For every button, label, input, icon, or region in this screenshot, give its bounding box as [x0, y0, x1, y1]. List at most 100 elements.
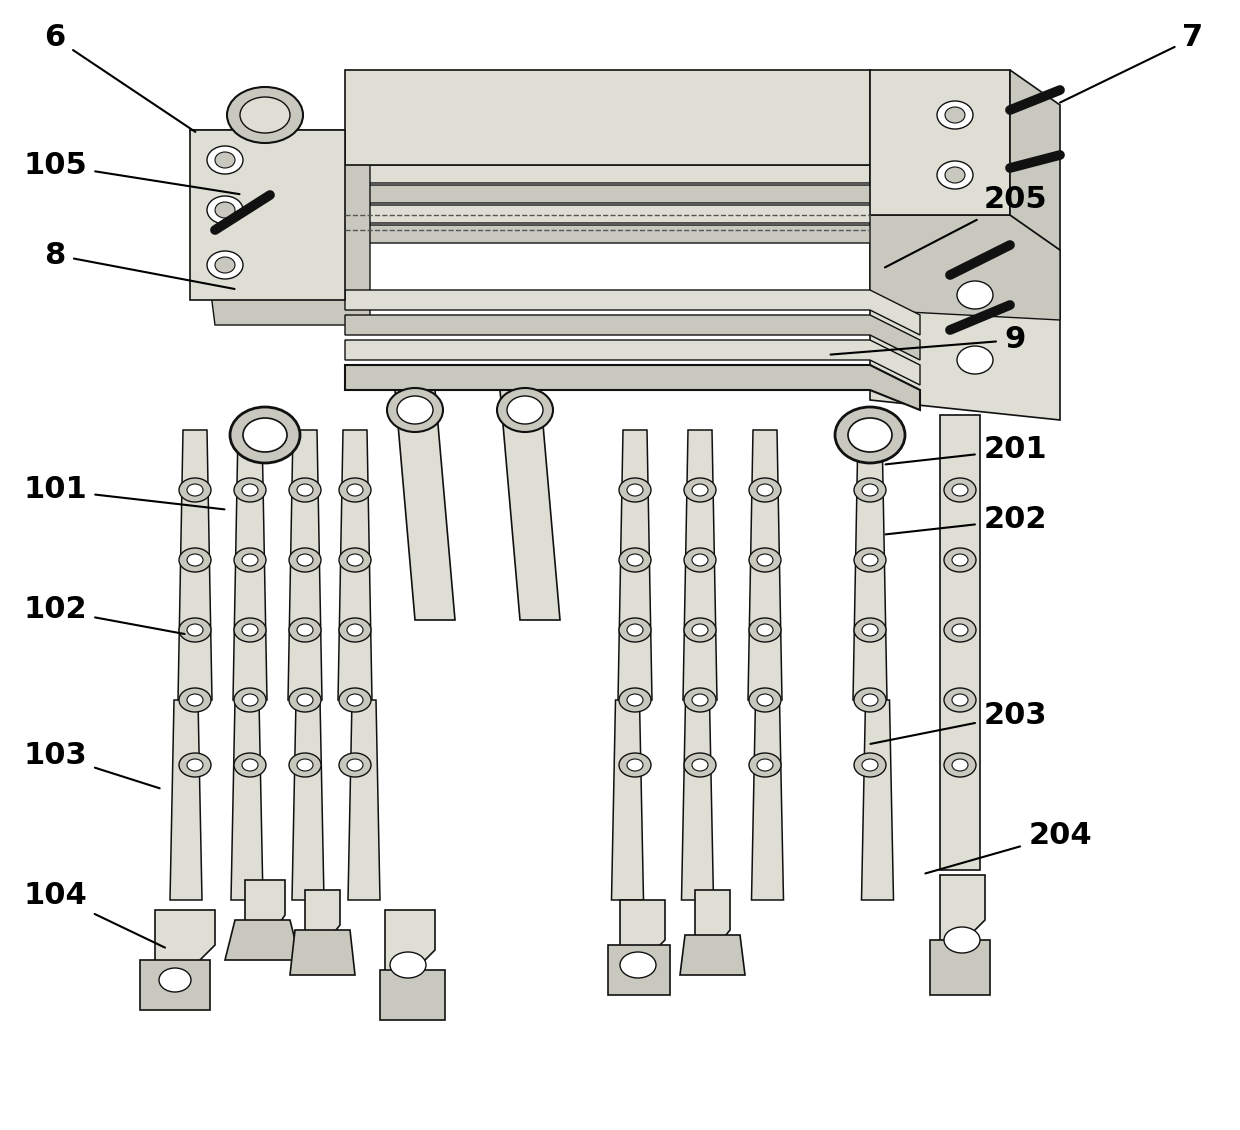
- Ellipse shape: [339, 548, 371, 572]
- Ellipse shape: [862, 554, 878, 566]
- Ellipse shape: [234, 548, 267, 572]
- Ellipse shape: [242, 554, 258, 566]
- Ellipse shape: [289, 618, 321, 642]
- Ellipse shape: [684, 618, 715, 642]
- Ellipse shape: [952, 484, 968, 496]
- Ellipse shape: [692, 554, 708, 566]
- Ellipse shape: [187, 759, 203, 771]
- Ellipse shape: [627, 554, 644, 566]
- Polygon shape: [246, 880, 285, 945]
- Ellipse shape: [187, 694, 203, 706]
- Polygon shape: [611, 699, 644, 899]
- Ellipse shape: [619, 688, 651, 712]
- Text: 105: 105: [24, 150, 239, 194]
- Ellipse shape: [692, 694, 708, 706]
- Ellipse shape: [215, 153, 236, 168]
- Ellipse shape: [298, 484, 312, 496]
- Polygon shape: [870, 70, 1011, 215]
- Polygon shape: [345, 185, 920, 233]
- Ellipse shape: [298, 624, 312, 636]
- Text: 103: 103: [24, 740, 160, 789]
- Ellipse shape: [242, 694, 258, 706]
- Polygon shape: [1011, 70, 1060, 250]
- Ellipse shape: [187, 484, 203, 496]
- Ellipse shape: [692, 759, 708, 771]
- Polygon shape: [224, 920, 300, 960]
- Polygon shape: [348, 699, 379, 899]
- Ellipse shape: [298, 694, 312, 706]
- Ellipse shape: [387, 388, 443, 432]
- Polygon shape: [620, 899, 665, 965]
- Text: 205: 205: [885, 185, 1047, 268]
- Ellipse shape: [215, 257, 236, 273]
- Polygon shape: [345, 365, 920, 410]
- Ellipse shape: [507, 396, 543, 424]
- Polygon shape: [190, 130, 370, 325]
- Ellipse shape: [179, 688, 211, 712]
- Text: 102: 102: [24, 596, 185, 634]
- Polygon shape: [618, 431, 652, 699]
- Ellipse shape: [397, 396, 433, 424]
- Ellipse shape: [497, 388, 553, 432]
- Text: 202: 202: [885, 505, 1047, 534]
- Ellipse shape: [234, 478, 267, 502]
- Ellipse shape: [187, 624, 203, 636]
- Ellipse shape: [179, 548, 211, 572]
- Polygon shape: [305, 890, 340, 950]
- Polygon shape: [291, 699, 324, 899]
- Ellipse shape: [159, 968, 191, 992]
- Ellipse shape: [234, 753, 267, 777]
- Text: 203: 203: [870, 701, 1047, 744]
- Polygon shape: [870, 215, 1060, 320]
- Ellipse shape: [347, 759, 363, 771]
- Polygon shape: [680, 935, 745, 975]
- Ellipse shape: [957, 346, 993, 374]
- Polygon shape: [339, 431, 372, 699]
- Ellipse shape: [179, 618, 211, 642]
- Ellipse shape: [854, 478, 887, 502]
- Ellipse shape: [620, 951, 656, 977]
- Ellipse shape: [391, 951, 427, 977]
- Polygon shape: [608, 945, 670, 996]
- Ellipse shape: [862, 694, 878, 706]
- Ellipse shape: [179, 478, 211, 502]
- Ellipse shape: [952, 759, 968, 771]
- Ellipse shape: [627, 484, 644, 496]
- Ellipse shape: [207, 146, 243, 174]
- Text: 7: 7: [1060, 24, 1204, 103]
- Ellipse shape: [339, 478, 371, 502]
- Polygon shape: [190, 130, 345, 299]
- Ellipse shape: [229, 407, 300, 463]
- Polygon shape: [155, 910, 215, 975]
- Ellipse shape: [347, 624, 363, 636]
- Ellipse shape: [289, 478, 321, 502]
- Ellipse shape: [944, 478, 976, 502]
- Ellipse shape: [627, 759, 644, 771]
- Polygon shape: [862, 699, 894, 899]
- Ellipse shape: [952, 694, 968, 706]
- Polygon shape: [345, 70, 920, 165]
- Polygon shape: [748, 431, 782, 699]
- Ellipse shape: [862, 759, 878, 771]
- Ellipse shape: [684, 753, 715, 777]
- Ellipse shape: [289, 548, 321, 572]
- Ellipse shape: [339, 618, 371, 642]
- Text: 201: 201: [885, 435, 1047, 464]
- Ellipse shape: [957, 281, 993, 308]
- Polygon shape: [683, 431, 717, 699]
- Ellipse shape: [339, 688, 371, 712]
- Ellipse shape: [862, 484, 878, 496]
- Ellipse shape: [749, 753, 781, 777]
- Ellipse shape: [945, 107, 965, 123]
- Ellipse shape: [937, 160, 973, 189]
- Ellipse shape: [619, 548, 651, 572]
- Ellipse shape: [187, 554, 203, 566]
- Text: 101: 101: [24, 476, 224, 510]
- Ellipse shape: [854, 548, 887, 572]
- Ellipse shape: [749, 618, 781, 642]
- Text: 204: 204: [925, 820, 1091, 873]
- Ellipse shape: [619, 478, 651, 502]
- Polygon shape: [396, 390, 455, 620]
- Ellipse shape: [756, 759, 773, 771]
- Ellipse shape: [207, 195, 243, 224]
